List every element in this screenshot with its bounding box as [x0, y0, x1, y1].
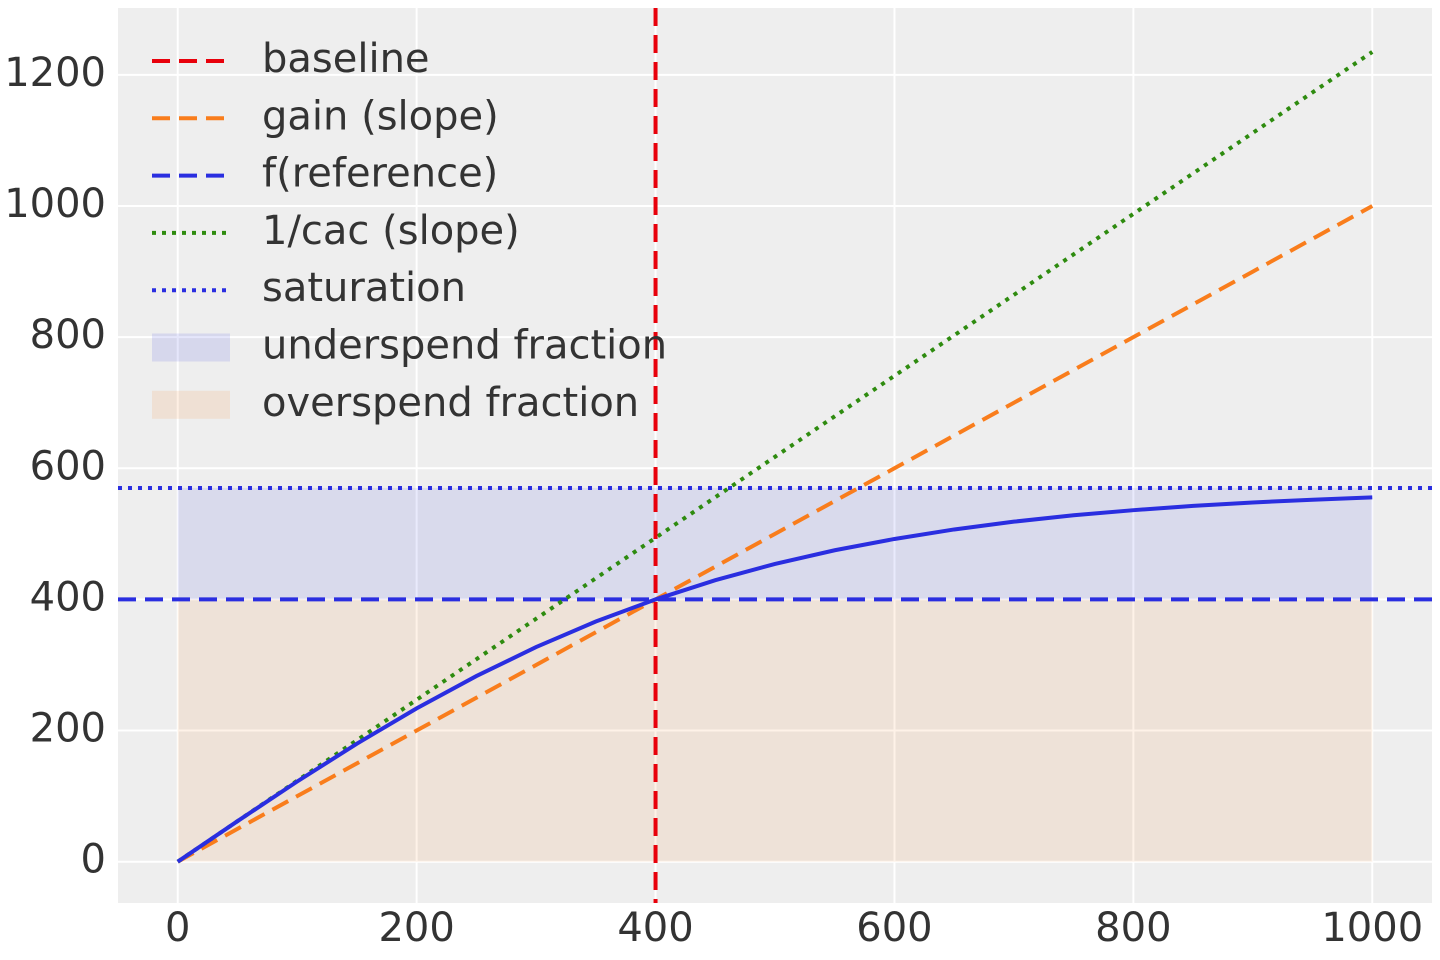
legend-label: f(reference) — [262, 151, 498, 197]
x-tick-label: 200 — [378, 905, 454, 951]
legend-label: saturation — [262, 265, 466, 311]
y-tick-label: 200 — [30, 706, 106, 752]
y-tick-label: 1200 — [4, 50, 106, 96]
y-tick-label: 400 — [30, 574, 106, 620]
legend-label: 1/cac (slope) — [262, 208, 520, 254]
y-tick-label: 600 — [30, 443, 106, 489]
area — [177, 599, 1373, 862]
x-tick-label: 0 — [165, 905, 190, 951]
curve — [176, 495, 1373, 864]
y-tick-label: 800 — [30, 312, 106, 358]
x-tick-label: 600 — [856, 905, 932, 951]
legend: baseline gain (slope) f(reference) 1/cac (s… — [152, 36, 667, 426]
legend-swatch — [152, 333, 230, 362]
x-tick-label: 800 — [1095, 905, 1171, 951]
legend-label: baseline — [262, 36, 430, 82]
line — [176, 204, 1374, 864]
y-tick-label: 1000 — [4, 181, 106, 227]
y-tick-label: 0 — [81, 837, 106, 883]
legend-label: gain (slope) — [262, 93, 499, 139]
legend-label: underspend fraction — [262, 323, 667, 369]
legend-swatch — [152, 390, 230, 419]
x-tick-label: 400 — [617, 905, 693, 951]
line — [176, 50, 1374, 864]
x-tick-label: 1000 — [1321, 905, 1423, 951]
legend-label: overspend fraction — [262, 380, 639, 426]
